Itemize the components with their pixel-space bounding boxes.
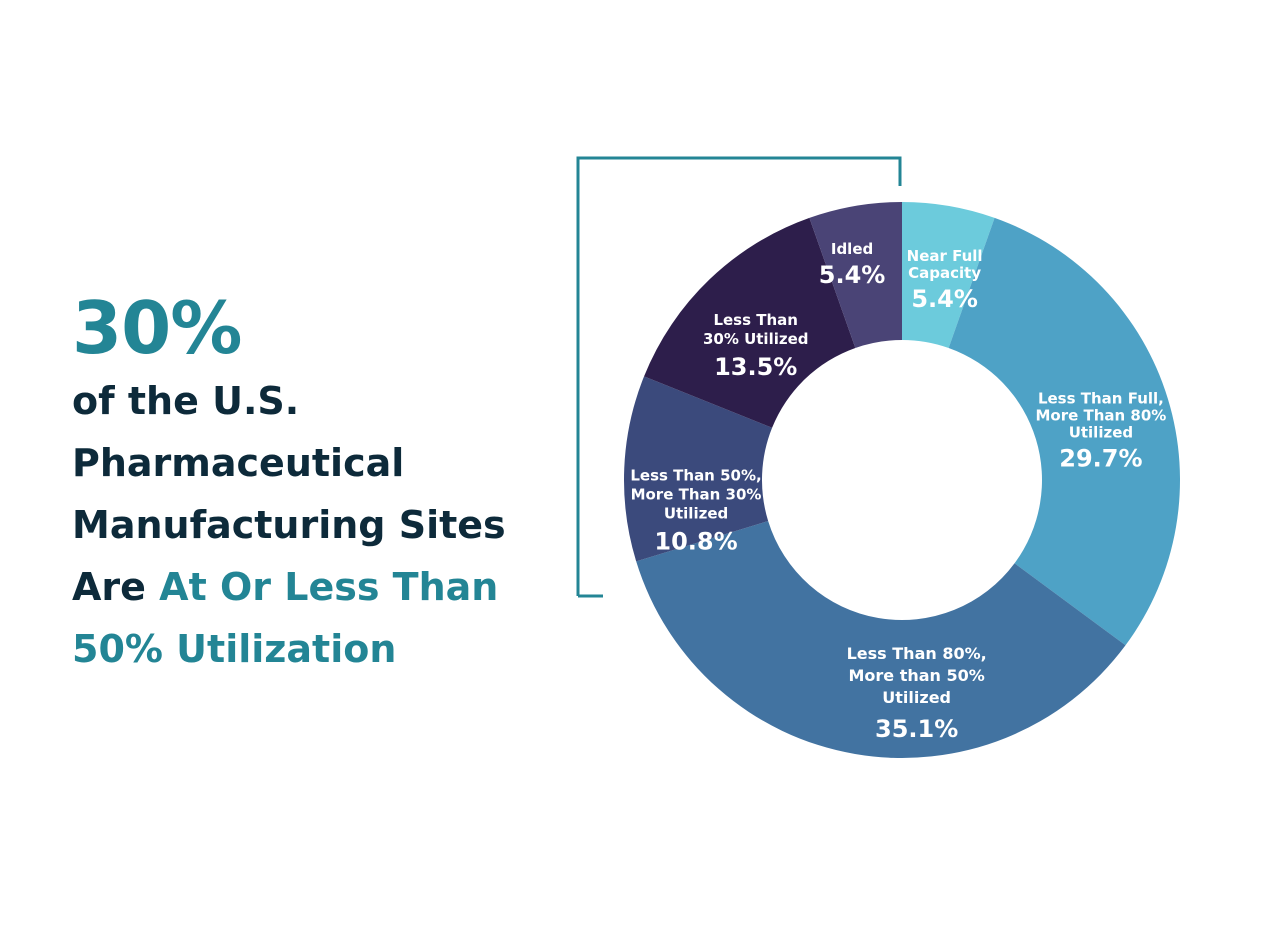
slice-value-label: 13.5% [714,353,797,381]
slice-category-label: More than 50% [848,666,984,685]
donut-slices [624,202,1181,759]
slice-category-label: Less Than Full, [1038,390,1164,408]
headline-line-1: of the U.S. [72,379,300,423]
slice-category-label: Idled [831,240,873,258]
slice-category-label: Near Full [907,247,983,265]
headline-line-4-dark: Are [72,565,146,609]
slice-category-label: Less Than 50%, [630,467,761,485]
slice-value-label: 29.7% [1059,445,1142,473]
slice-category-label: Less Than 80%, [847,644,987,663]
donut-slice [644,217,856,428]
donut-slice [902,202,995,348]
slice-category-label: 30% Utilized [703,330,809,348]
slice-value-label: 10.8% [654,528,737,556]
slice-category-label: Capacity [908,264,981,282]
bracket-connector [576,156,902,598]
slice-category-label: More Than 80% [1035,407,1166,425]
donut-slice [624,376,773,562]
slice-value-label: 5.4% [911,285,978,313]
slice-category-label: Less Than [713,311,798,329]
headline-line-4: Are At Or Less Than [72,556,552,618]
headline-line-4-accent: At Or Less Than [159,565,499,609]
donut-slice [636,520,1126,759]
donut-slice [948,217,1181,646]
headline-block: 30% of the U.S. Pharmaceutical Manufactu… [72,286,552,680]
slice-category-label: More Than 30% [631,486,762,504]
headline-stat: 30% [72,286,242,370]
slice-category-label: Utilized [664,505,728,523]
donut-slice [809,202,902,348]
headline-line-5: 50% Utilization [72,627,397,671]
headline-line-3: Manufacturing Sites [72,503,506,547]
headline-line-2: Pharmaceutical [72,441,405,485]
slice-category-label: Utilized [882,688,951,707]
slice-value-label: 35.1% [875,715,958,743]
slice-value-label: 5.4% [819,261,886,289]
slice-category-label: Utilized [1069,424,1133,442]
